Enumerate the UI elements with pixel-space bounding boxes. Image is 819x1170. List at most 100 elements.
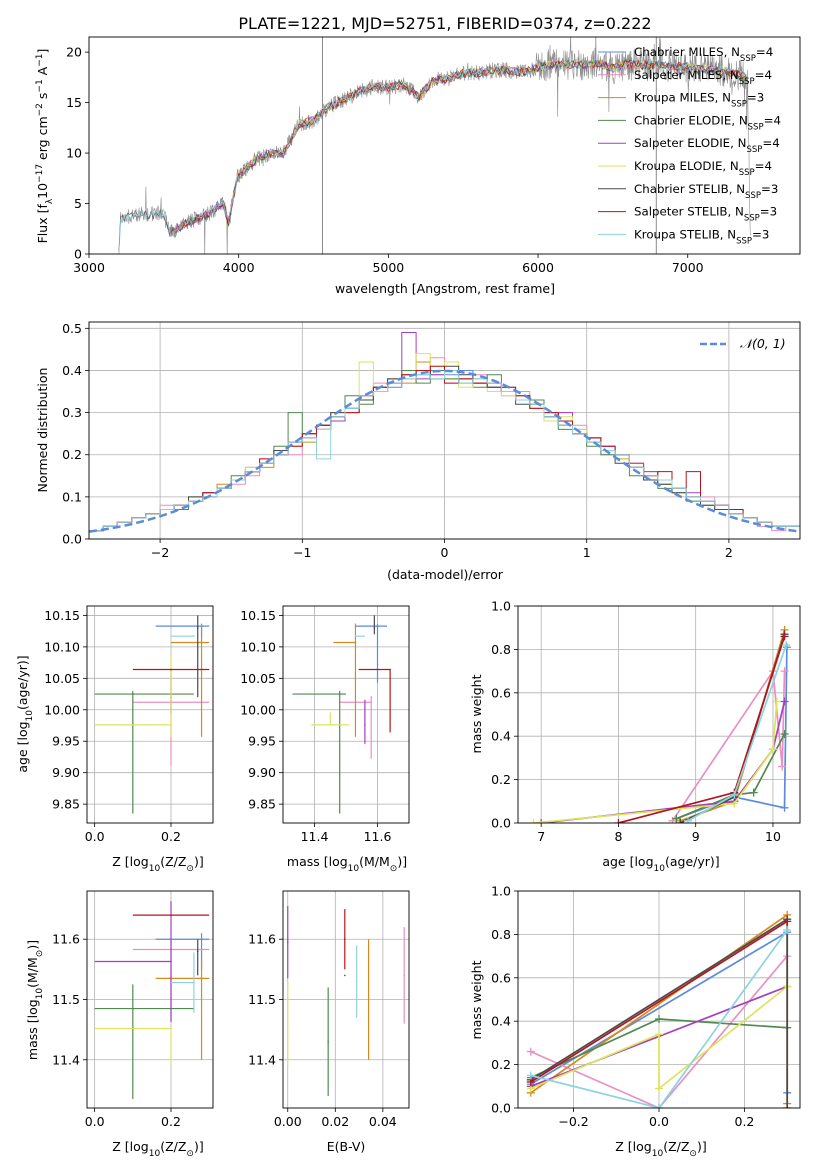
data-point — [329, 724, 332, 726]
data-point — [200, 938, 203, 941]
y-tick-label: 20 — [66, 45, 82, 60]
y-axis-label-part: (M/M — [25, 957, 40, 988]
plot-area — [529, 625, 791, 823]
y-tick-label: 10.05 — [240, 671, 276, 686]
x-axis-label-part: (Z/Z — [160, 854, 186, 869]
data-point — [132, 1007, 134, 1010]
mass-vs-metallicity-panel: 0.0 0.211.411.511.6Z [log10(Z/Z⊙)]mass [l… — [25, 890, 214, 1159]
plus-marker — [529, 819, 538, 823]
y-axis-label-part: s — [35, 93, 50, 104]
legend-sub: SSP — [746, 145, 762, 155]
legend-label: Kroupa ELODIE, N — [634, 159, 739, 173]
plus-marker — [780, 667, 789, 676]
data-point — [354, 635, 357, 637]
legend-sub: SSP — [739, 168, 755, 178]
y-tick-label: 0.4 — [491, 729, 511, 744]
legend-entry: Chabrier ELODIE, NSSP=4 — [634, 113, 781, 132]
plus-marker — [780, 803, 789, 812]
y-tick-label: 10.00 — [44, 702, 80, 717]
x-axis-label-part: )] — [697, 1139, 707, 1154]
plot-area — [292, 615, 391, 814]
plus-marker — [526, 1071, 535, 1080]
y-axis-label-part: −17 — [35, 164, 45, 183]
plus-marker — [683, 816, 692, 823]
data-point — [132, 693, 134, 695]
legend-suffix: =3 — [761, 182, 778, 196]
legend-label: Chabrier STELIB, N — [634, 182, 745, 196]
plus-marker — [749, 788, 758, 797]
plus-marker — [783, 917, 792, 926]
legend-label: Chabrier MILES, N — [634, 45, 740, 59]
legend-suffix: =4 — [755, 68, 772, 82]
data-point — [196, 950, 199, 953]
data-point — [373, 627, 376, 629]
legend-entry: Salpeter ELODIE, NSSP=4 — [634, 136, 780, 155]
y-tick-label: 1.0 — [491, 599, 511, 614]
legend-entry: Kroupa ELODIE, NSSP=4 — [634, 159, 772, 178]
y-tick-label: 10.00 — [240, 702, 276, 717]
x-tick-label: 9 — [692, 829, 700, 844]
x-tick-label: 0.04 — [369, 1114, 397, 1129]
data-point — [354, 641, 357, 644]
x-tick-label: −1 — [293, 545, 311, 560]
data-point — [193, 635, 195, 637]
x-axis-label: E(B-V) — [327, 1139, 366, 1154]
x-axis-label-part: 10 — [652, 1149, 664, 1159]
y-tick-label: 0.0 — [491, 1101, 511, 1116]
x-axis-label-part: )] — [194, 1139, 204, 1154]
legend-suffix: =4 — [755, 159, 772, 173]
data-point — [170, 914, 172, 916]
x-axis-label-part: ⊙ — [186, 864, 194, 874]
x-axis-label: Z [log10(Z/Z⊙)] — [112, 854, 203, 874]
y-axis-label-part: ⊙ — [35, 950, 45, 958]
y-tick-label: 9.85 — [52, 797, 80, 812]
y-tick-label: 0.5 — [62, 321, 82, 336]
model-spectrum-line — [118, 58, 748, 254]
x-tick-label: 4000 — [223, 260, 255, 275]
y-axis-label-part: erg cm — [35, 116, 50, 164]
y-tick-label: 10.15 — [44, 608, 80, 623]
x-axis-label-part: ⊙ — [390, 864, 398, 874]
x-axis-label-part: )] — [194, 854, 204, 869]
y-tick-label: 0.1 — [62, 489, 82, 504]
legend-sub: SSP — [748, 122, 764, 132]
y-tick-label: 9.90 — [52, 765, 80, 780]
data-point — [193, 981, 195, 984]
plot-area — [526, 910, 792, 1108]
plus-marker — [783, 1104, 792, 1108]
age-vs-metallicity-panel: 0.0 0.2 9.85 9.90 9.95 10.00 10.05 10.10 10.15 Z … — [15, 605, 214, 874]
series-line — [530, 920, 788, 1083]
x-axis-label-part: (Z/Z — [663, 1139, 689, 1154]
y-tick-label: 10.05 — [44, 671, 80, 686]
series-line — [533, 701, 778, 823]
legend-sub: SSP — [736, 236, 752, 246]
y-tick-label: 0.4 — [62, 363, 82, 378]
legend-entry: Salpeter STELIB, NSSP=3 — [634, 205, 777, 224]
y-axis-label-part: age [log — [15, 721, 30, 772]
x-axis-label-part: )] — [397, 854, 407, 869]
y-axis-label-part: 10 — [25, 710, 35, 722]
y-axis-label-part: 10 — [35, 183, 50, 199]
y-tick-label: 0.2 — [491, 772, 511, 787]
y-axis-label: mass weight — [469, 960, 484, 1039]
legend-sub: SSP — [745, 191, 761, 201]
plus-marker — [778, 762, 787, 771]
y-tick-label: 0.0 — [62, 532, 82, 547]
y-tick-label: 9.95 — [52, 734, 80, 749]
model-spectrum-line — [118, 58, 748, 252]
x-axis-label-part: ⊙ — [186, 1149, 194, 1159]
plus-marker — [655, 1104, 663, 1108]
residual-histogram-panel: −2 −1 0 1 2 0.0 0.1 0.2 0.3 0.4 0.5 𝒩(0, 1) (data-mo… — [35, 321, 801, 582]
plus-marker — [730, 790, 739, 799]
y-tick-label: 9.85 — [248, 797, 276, 812]
data-point — [286, 941, 289, 944]
y-tick-label: 11.6 — [248, 932, 276, 947]
data-point — [170, 668, 172, 671]
series-line — [541, 701, 786, 823]
y-axis-label-part: ] — [35, 49, 50, 54]
plot-area — [94, 615, 210, 814]
x-axis-label: mass [log10(M/M⊙)] — [287, 854, 407, 874]
plus-marker — [655, 1084, 663, 1093]
x-axis-label-part: mass [log — [287, 854, 348, 869]
legend-suffix: =3 — [747, 91, 764, 105]
